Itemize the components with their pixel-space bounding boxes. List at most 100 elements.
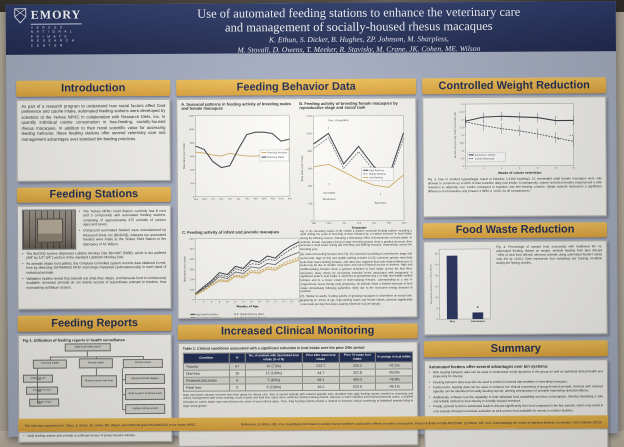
table-cell: 622.0 xyxy=(339,383,376,391)
flow-connector xyxy=(122,394,126,395)
fig1-label: Fig 1. Utilization of feeding reports in… xyxy=(22,337,125,343)
reproductive-stage-chart: 0 200 400 600 800 1000 1200 Fall Conc 1st 2nd 3rd Pa… xyxy=(301,115,407,230)
svg-text:5: 5 xyxy=(437,307,439,310)
table-cell: 6 (100%) xyxy=(245,383,303,391)
feeding-reports-header: Feeding Reports xyxy=(17,314,172,332)
bullet-item: As animals obtain food pellets, the comp… xyxy=(22,261,166,275)
svg-text:Automated: Automated xyxy=(471,320,485,323)
svg-text:Conc: Conc xyxy=(326,222,332,225)
svg-text:* *: * * xyxy=(569,133,573,137)
svg-text:Part: Part xyxy=(387,221,391,224)
table-cell: 10.1 xyxy=(302,383,340,391)
svg-text:High Ranking Males: High Ranking Males xyxy=(196,313,218,316)
svg-text:24: 24 xyxy=(282,301,285,303)
table1-caption: Table 1: Clinical conditions associated … xyxy=(182,345,365,351)
svg-text:0: 0 xyxy=(437,318,439,321)
section-feeding-behavior: Feeding Behavior Data A. Seasonal patter… xyxy=(176,78,418,319)
table-cell: -96.1% xyxy=(375,382,413,391)
logo-line: C E N T E R xyxy=(30,43,64,48)
svg-text:600: 600 xyxy=(190,156,195,158)
svg-text:12: 12 xyxy=(234,302,237,304)
svg-text:6: 6 xyxy=(211,302,213,304)
svg-text:2: 2 xyxy=(195,302,197,304)
summary-lead: Automated feeders offer several advantag… xyxy=(428,363,549,369)
table-cell: 6 xyxy=(229,383,246,392)
flow-box: Juvenile (1-3 yr) xyxy=(26,386,59,395)
flow-connector xyxy=(36,378,41,380)
feeding-reports-flowchart: Daily kcal intake report Low kcal intake… xyxy=(22,343,169,418)
svg-text:*: * xyxy=(557,137,559,141)
flow-connector xyxy=(121,379,125,380)
flow-box: Missed animals flagged xyxy=(124,373,166,385)
flow-connector xyxy=(37,390,42,392)
svg-text:600: 600 xyxy=(190,239,195,241)
feeding-behavior-box: A. Seasonal patterns in feeding activity… xyxy=(176,96,418,319)
clinical-monitoring-box: Table 1: Clinical conditions associated … xyxy=(177,341,419,447)
svg-text:0: 0 xyxy=(193,196,195,198)
fig2-caption-cell: Fig. 2 (A). Breeding males (n=8) exhibit… xyxy=(300,228,413,318)
svg-text:Low Ranking: Low Ranking xyxy=(369,176,383,179)
svg-text:20: 20 xyxy=(266,302,269,304)
svg-text:Calorie Restricted: Calorie Restricted xyxy=(475,157,495,160)
section-food-waste: Food Waste Reduction 0 5 10 15 20 25 30 Bins Aut… xyxy=(423,221,608,336)
flow-box: Daily kcal intake report xyxy=(64,343,111,352)
clinical-table-body: Trauma 67 49 (73%) 212.7 333.2 -42.1% Di… xyxy=(183,361,413,392)
svg-text:June: June xyxy=(278,198,284,200)
bullet-item: Validation studies reveal that animals e… xyxy=(22,276,166,290)
fig3-caption: Fig. 3. Due to marked hyperphagia noted … xyxy=(427,175,602,193)
svg-text:30: 30 xyxy=(435,253,438,256)
svg-text:Dec: Dec xyxy=(228,198,233,200)
svg-text:600: 600 xyxy=(308,167,313,170)
flow-connector xyxy=(142,356,144,360)
svg-text:10: 10 xyxy=(226,302,229,304)
svg-text:20: 20 xyxy=(435,274,438,277)
section-weight-reduction: Controlled Weight Reduction 9 9.5 10 10.5 11… xyxy=(422,77,607,217)
svg-text:Total daily kcal intake: Total daily kcal intake xyxy=(301,155,304,181)
svg-text:25: 25 xyxy=(435,263,438,266)
svg-text:Total daily kcal intake: Total daily kcal intake xyxy=(183,256,186,282)
svg-text:April: April xyxy=(262,197,267,200)
svg-text:16: 16 xyxy=(250,302,253,304)
chart-b-title: B. Feeding activity of breeding female m… xyxy=(299,99,398,111)
svg-text:200: 200 xyxy=(308,202,313,205)
food-waste-box: 0 5 10 15 20 25 30 Bins Automated Food wastage (e… xyxy=(423,240,608,336)
feeding-behavior-header: Feeding Behavior Data xyxy=(176,78,417,96)
weight-reduction-chart: 9 9.5 10 10.5 11 11.5 12 12.5 13 0 2 4 6 8 10 12 Absolut… xyxy=(454,102,576,174)
svg-text:Months of Age: Months of Age xyxy=(237,305,259,309)
svg-text:0: 0 xyxy=(465,168,467,170)
acknowledgments-text: This work was supported by K. Ethun, S. … xyxy=(24,422,197,428)
svg-text:4: 4 xyxy=(203,302,205,304)
svg-text:6: 6 xyxy=(519,167,521,169)
svg-text:15: 15 xyxy=(435,285,438,288)
flow-connector xyxy=(121,368,123,410)
svg-text:Conception: Conception xyxy=(323,191,336,194)
emory-yerkes-logo: EMORY Y E R K E S N A T I O N A L P R I … xyxy=(14,7,110,48)
fig2-caption-b: (B). Data of breeding females from Fig. … xyxy=(300,251,413,294)
logo-line: R E S E A R C H xyxy=(30,38,76,44)
svg-text:400: 400 xyxy=(308,185,313,188)
svg-text:14: 14 xyxy=(242,302,245,304)
food-waste-header: Food Waste Reduction xyxy=(423,221,608,239)
svg-text:Total daily kcal intake: Total daily kcal intake xyxy=(183,143,186,169)
svg-text:200: 200 xyxy=(190,280,195,282)
feeding-stations-header: Feeding Stations xyxy=(16,186,171,203)
svg-text:High Ranking Females: High Ranking Females xyxy=(196,317,221,319)
svg-text:Middle Ranking Males: Middle Ranking Males xyxy=(240,313,265,316)
svg-text:9.5: 9.5 xyxy=(461,158,465,160)
section-introduction: Introduction As part of a research progr… xyxy=(16,79,171,182)
svg-text:1000: 1000 xyxy=(306,132,312,135)
svg-text:Ad libitum controls: Ad libitum controls xyxy=(475,153,496,156)
svg-text:800: 800 xyxy=(190,142,195,144)
svg-text:Bins: Bins xyxy=(450,320,456,323)
poster-titles: Use of automated feeding stations to enh… xyxy=(110,4,608,55)
poster-body: Introduction As part of a research progr… xyxy=(6,51,619,447)
svg-text:Jan: Jan xyxy=(236,198,241,200)
svg-text:Sept: Sept xyxy=(202,197,207,200)
svg-text:2: 2 xyxy=(483,167,485,169)
svg-text:8: 8 xyxy=(219,302,221,304)
middle-column: Feeding Behavior Data A. Seasonal patter… xyxy=(176,78,419,447)
references-text: References (1) Wilson, ME, et al. Quanti… xyxy=(240,419,603,426)
feeding-stations-bullets-top: The Yerkes NPRC Field Station currently … xyxy=(79,209,166,250)
svg-text:11: 11 xyxy=(461,134,464,136)
